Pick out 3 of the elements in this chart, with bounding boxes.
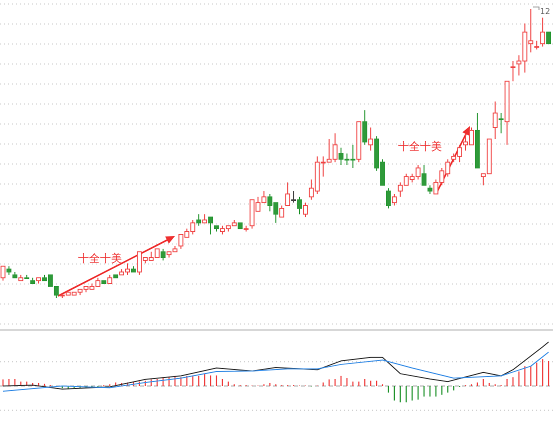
annotation: 12 [540,7,550,16]
annotation: 十全十美 [398,140,442,153]
annotation: 十全十美 [78,252,122,265]
